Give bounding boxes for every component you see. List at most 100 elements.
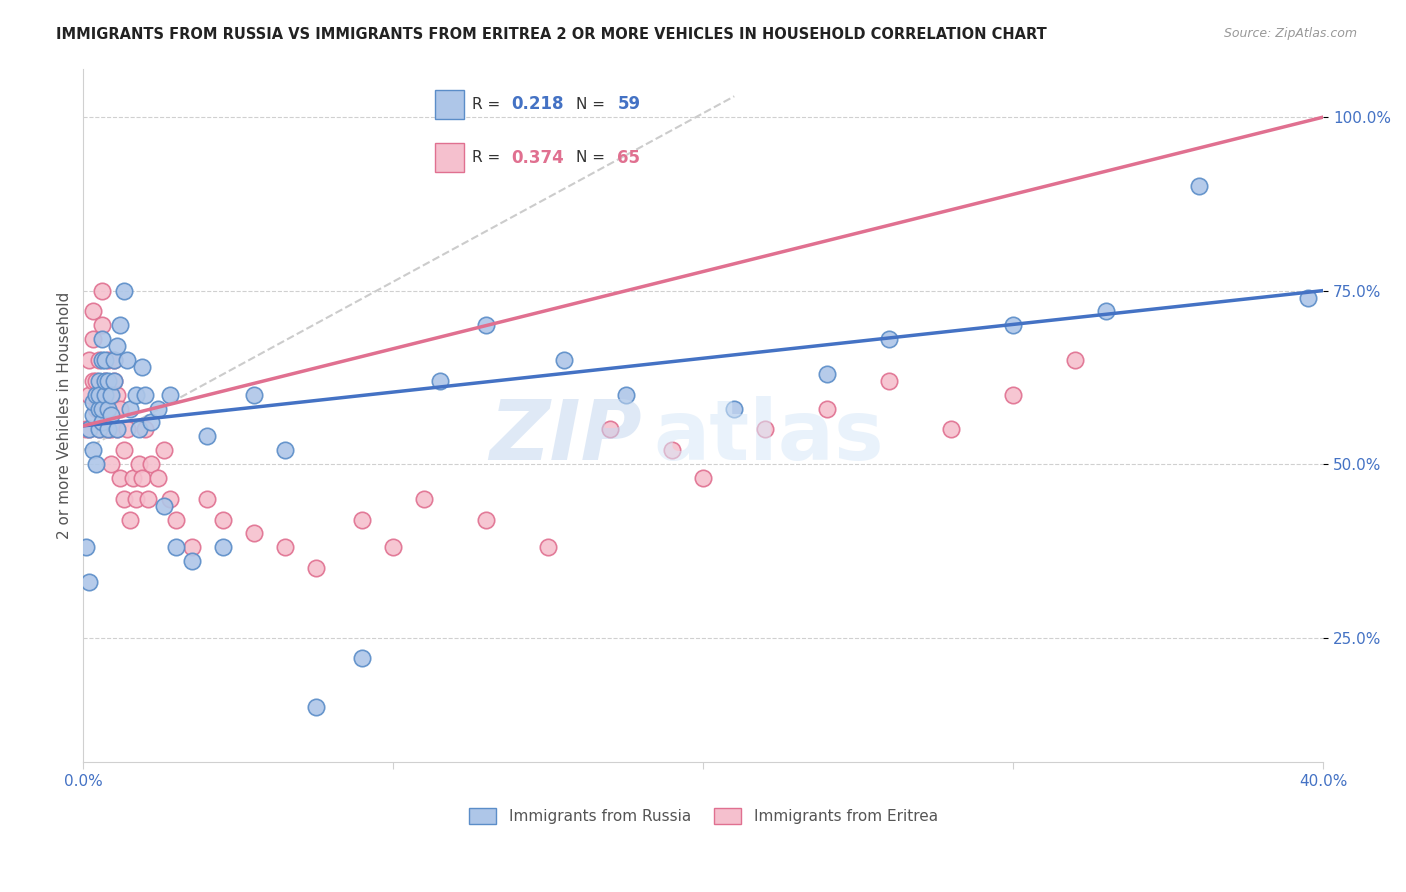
Point <box>90 401 112 416</box>
Point <box>1095 304 1118 318</box>
Point <box>97 353 120 368</box>
Point <box>243 387 266 401</box>
Point <box>141 416 163 430</box>
Point <box>84 401 107 416</box>
Point <box>105 387 128 401</box>
Point <box>1064 353 1087 368</box>
Point <box>352 512 374 526</box>
Point <box>537 541 560 555</box>
Point <box>128 457 150 471</box>
Point <box>195 491 218 506</box>
Point <box>94 353 117 368</box>
Point <box>1296 291 1319 305</box>
Point <box>97 401 120 416</box>
Text: Source: ZipAtlas.com: Source: ZipAtlas.com <box>1223 27 1357 40</box>
Point <box>475 512 498 526</box>
Point <box>112 491 135 506</box>
Point <box>141 457 163 471</box>
Point <box>90 318 112 333</box>
Point <box>134 422 156 436</box>
Point <box>1188 179 1211 194</box>
Point <box>100 422 122 436</box>
Point <box>103 401 125 416</box>
Point <box>134 387 156 401</box>
Point <box>138 491 160 506</box>
Point <box>599 422 621 436</box>
Point <box>87 387 110 401</box>
Point <box>118 401 141 416</box>
Point <box>1002 318 1025 333</box>
Point <box>84 457 107 471</box>
Point <box>128 422 150 436</box>
Point <box>941 422 963 436</box>
Point <box>146 401 169 416</box>
Point <box>103 374 125 388</box>
Point <box>90 353 112 368</box>
Point <box>87 422 110 436</box>
Point <box>79 387 101 401</box>
Point <box>243 526 266 541</box>
Text: IMMIGRANTS FROM RUSSIA VS IMMIGRANTS FROM ERITREA 2 OR MORE VEHICLES IN HOUSEHOL: IMMIGRANTS FROM RUSSIA VS IMMIGRANTS FRO… <box>56 27 1047 42</box>
Point <box>1002 387 1025 401</box>
Point <box>614 387 637 401</box>
Point <box>125 491 148 506</box>
Point <box>87 387 110 401</box>
Point <box>131 359 153 374</box>
Point <box>165 541 187 555</box>
Point <box>115 422 138 436</box>
Point <box>82 304 104 318</box>
Point <box>429 374 451 388</box>
Point <box>97 422 120 436</box>
Point <box>90 401 112 416</box>
Point <box>146 471 169 485</box>
Point <box>105 339 128 353</box>
Point <box>815 367 838 381</box>
Point <box>103 353 125 368</box>
Point <box>100 387 122 401</box>
Point <box>94 374 117 388</box>
Point <box>110 318 132 333</box>
Point <box>211 541 233 555</box>
Point <box>723 401 745 416</box>
Point <box>94 374 117 388</box>
Point <box>195 429 218 443</box>
Point <box>815 401 838 416</box>
Point <box>153 443 176 458</box>
Point <box>87 353 110 368</box>
Point <box>115 353 138 368</box>
Point <box>180 554 202 568</box>
Point <box>754 422 776 436</box>
Point <box>274 541 297 555</box>
Point <box>79 353 101 368</box>
Point <box>692 471 714 485</box>
Point <box>94 401 117 416</box>
Point <box>661 443 683 458</box>
Point <box>180 541 202 555</box>
Y-axis label: 2 or more Vehicles in Household: 2 or more Vehicles in Household <box>58 292 72 539</box>
Point <box>112 443 135 458</box>
Point <box>84 374 107 388</box>
Point <box>105 422 128 436</box>
Point <box>211 512 233 526</box>
Point <box>153 499 176 513</box>
Point <box>97 422 120 436</box>
Point <box>94 387 117 401</box>
Point <box>82 374 104 388</box>
Point <box>118 512 141 526</box>
Point <box>413 491 436 506</box>
Point <box>305 561 328 575</box>
Point <box>100 409 122 423</box>
Point <box>110 471 132 485</box>
Text: ZIP: ZIP <box>489 396 641 477</box>
Point <box>103 353 125 368</box>
Point <box>90 416 112 430</box>
Point <box>112 284 135 298</box>
Point <box>274 443 297 458</box>
Point <box>79 422 101 436</box>
Point <box>100 387 122 401</box>
Point <box>877 374 900 388</box>
Point <box>122 471 145 485</box>
Point <box>97 374 120 388</box>
Point <box>877 332 900 346</box>
Point <box>105 422 128 436</box>
